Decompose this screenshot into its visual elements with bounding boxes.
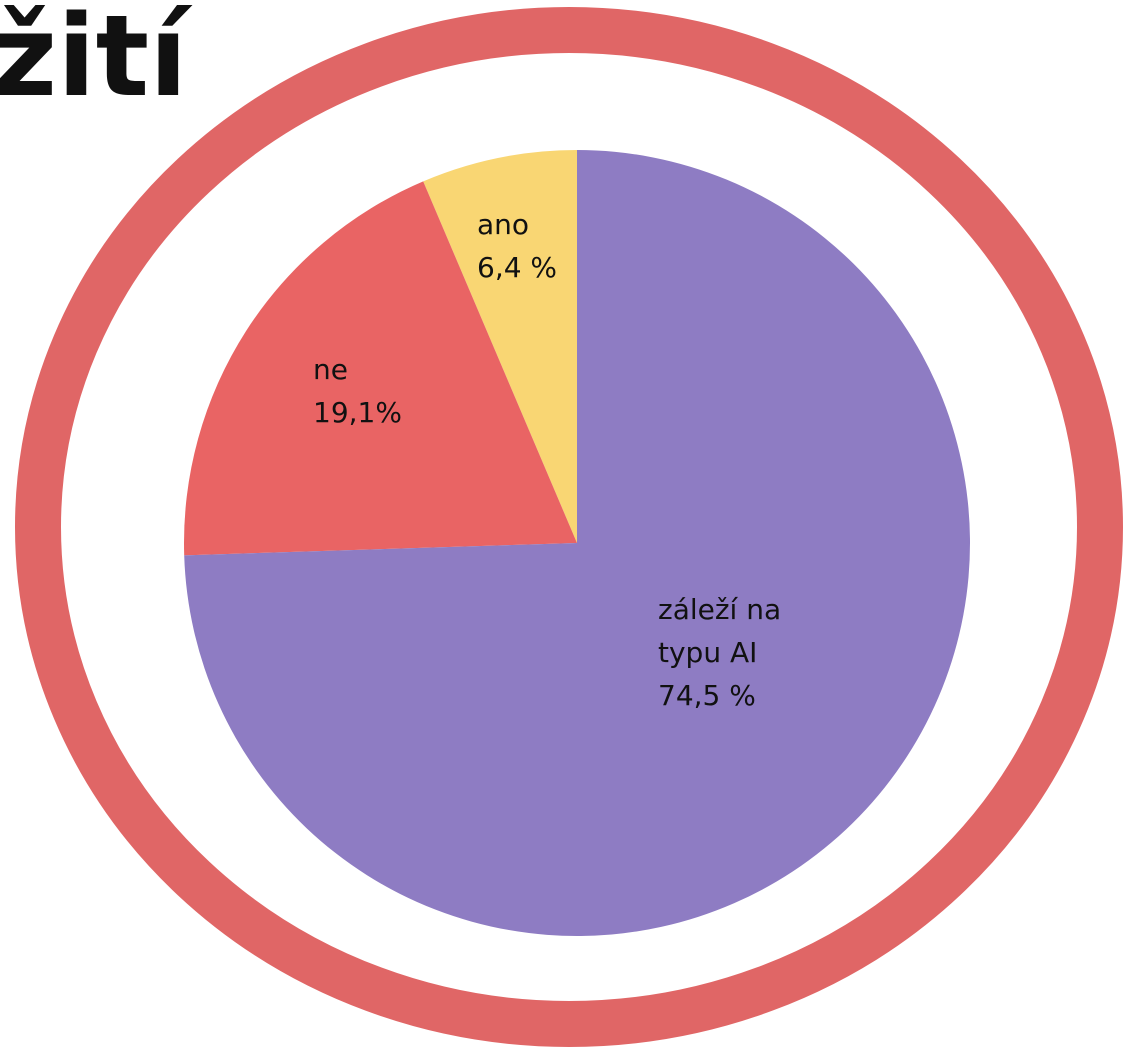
pie-slice [184,150,971,937]
category-label: ne [313,353,348,386]
value-label: 19,1% [313,396,402,429]
pie-slice [184,181,578,556]
value-label: 74,5 % [658,679,756,712]
chart-title: žití [0,0,193,122]
slice-label: ano 6,4 % [477,203,597,289]
slice-label: záleží na typu AI 74,5 % [658,588,838,717]
category-label: záleží na typu AI [658,593,782,669]
value-label: 6,4 % [477,251,558,284]
slice-label: ne 19,1% [313,348,453,434]
pie-slice [423,150,577,543]
ring [15,7,1123,1047]
category-label: ano [477,208,530,241]
